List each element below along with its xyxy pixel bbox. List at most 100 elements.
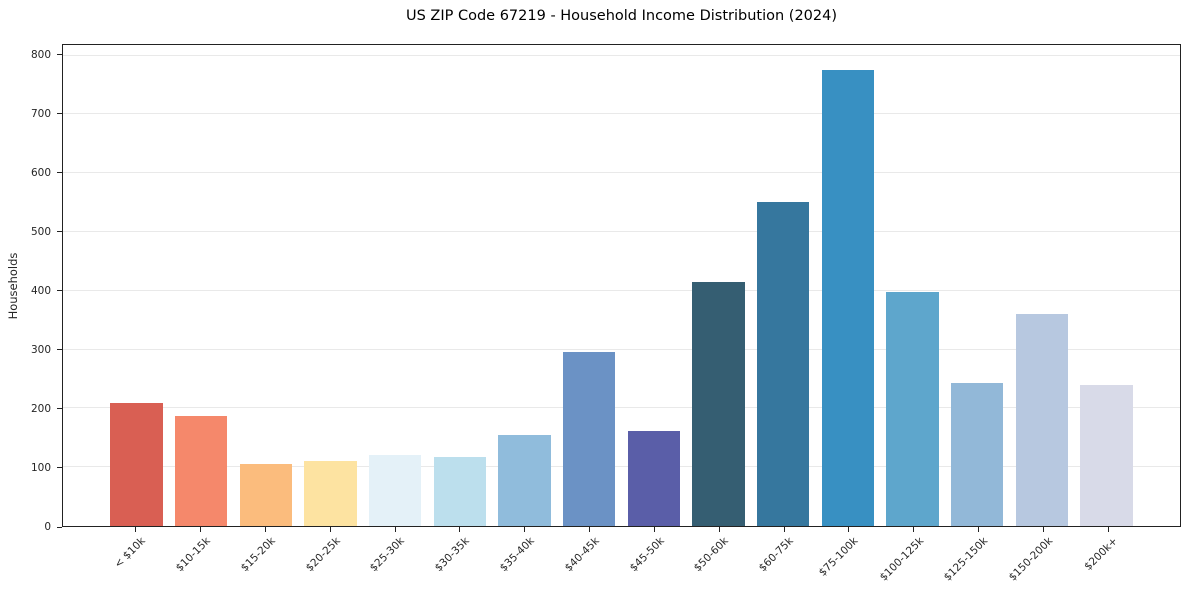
x-tick-mark [265, 527, 267, 532]
x-tick-mark [524, 527, 526, 532]
y-tick-label: 800 [30, 48, 51, 61]
x-tick-label: < $10k [112, 535, 148, 571]
x-tick-label: $50-60k [692, 535, 732, 575]
y-tick-label: 400 [30, 284, 51, 297]
x-tick-label: $10-15k [173, 535, 213, 575]
bar-< $10k [110, 402, 163, 526]
gridline [63, 289, 1180, 291]
bar-slot [169, 45, 234, 526]
bar-slot [1074, 45, 1139, 526]
bar-$35-40k [498, 435, 551, 526]
x-slot: $45-50k [622, 527, 687, 589]
x-slot: $150-200k [1006, 527, 1075, 589]
bar-slot [622, 45, 687, 526]
bar-$75-100k [821, 69, 875, 526]
x-tick-label: $30-35k [432, 535, 472, 575]
bar-$15-20k [239, 464, 292, 526]
gridline [63, 172, 1180, 174]
x-tick-mark [718, 527, 720, 532]
y-tick-mark [57, 172, 62, 174]
gridlines [63, 45, 1180, 526]
x-slot: $40-45k [557, 527, 622, 589]
x-tick-mark [848, 527, 850, 532]
bar-slot [233, 45, 298, 526]
y-tick-mark [57, 526, 62, 528]
x-tick-label: $25-30k [368, 535, 408, 575]
bar-slot [945, 45, 1010, 526]
bar-$200k+ [1080, 385, 1133, 526]
x-tick-label: $100-125k [877, 535, 926, 584]
bar-$45-50k [627, 430, 681, 526]
gridline [63, 466, 1180, 468]
gridline [63, 113, 1180, 115]
y-tick-mark [57, 290, 62, 292]
gridline [63, 348, 1180, 350]
y-tick-label: 500 [30, 225, 51, 238]
x-tick-mark [394, 527, 396, 532]
y-tick-mark [57, 231, 62, 233]
x-tick-label: $35-40k [497, 535, 537, 575]
y-tick-mark [57, 408, 62, 410]
y-tick-mark [57, 349, 62, 351]
x-tick-mark [1107, 527, 1109, 532]
bar-slot [427, 45, 492, 526]
y-tick-label: 100 [30, 461, 51, 474]
x-slot: < $10k [103, 527, 168, 589]
x-tick-label: $75-100k [817, 535, 861, 579]
y-tick-label: 300 [30, 343, 51, 356]
bar-slot [557, 45, 622, 526]
y-tick-mark [57, 467, 62, 469]
x-slot: $75-100k [816, 527, 881, 589]
x-slot: $15-20k [233, 527, 298, 589]
bar-slot [880, 45, 945, 526]
x-tick-label: $15-20k [238, 535, 278, 575]
x-slot: $20-25k [297, 527, 362, 589]
y-tick-label: 600 [30, 166, 51, 179]
bar-$50-60k [692, 281, 745, 526]
y-axis: 0 100 200 300 400 500 600 700 800 [0, 44, 62, 533]
bar-slot [492, 45, 557, 526]
x-slot: $50-60k [686, 527, 751, 589]
bar-$150-200k [1015, 314, 1069, 526]
x-slot: $30-35k [427, 527, 492, 589]
x-tick-mark [977, 527, 979, 532]
x-tick-label: $200k+ [1082, 535, 1121, 573]
x-tick-mark [783, 527, 785, 532]
bar-$10-15k [174, 416, 228, 526]
y-tick-label: 0 [44, 521, 51, 533]
x-tick-label: $45-50k [627, 535, 667, 575]
bar-slot [816, 45, 881, 526]
bar-$30-35k [433, 457, 486, 526]
x-tick-label: $125-150k [941, 535, 991, 584]
x-tick-mark [135, 527, 137, 532]
bar-slot [298, 45, 363, 526]
bar-$100-125k [886, 291, 939, 526]
bar-$60-75k [757, 202, 810, 526]
gridline [63, 54, 1180, 56]
y-tick-mark [57, 113, 62, 115]
bar-slot [686, 45, 751, 526]
x-tick-label: $150-200k [1006, 535, 1056, 584]
x-tick-label: $40-45k [562, 535, 602, 575]
x-slot: $200k+ [1075, 527, 1140, 589]
x-tick-label: $20-25k [303, 535, 343, 575]
bar-slot [751, 45, 816, 526]
chart-title: US ZIP Code 67219 - Household Income Dis… [405, 8, 838, 24]
bar-slot [1010, 45, 1075, 526]
gridline [63, 407, 1180, 409]
x-axis: < $10k $10-15k $15-20k $20-25k $25-30k $30-35… [103, 527, 1140, 589]
bar-$125-150k [951, 382, 1004, 526]
x-slot: $10-15k [168, 527, 233, 589]
plot-area [62, 44, 1181, 527]
x-slot: $35-40k [492, 527, 557, 589]
gridline [63, 231, 1180, 232]
y-tick-label: 200 [30, 402, 51, 415]
bar-$25-30k [368, 454, 422, 526]
y-tick-mark [57, 54, 62, 56]
x-tick-label: $60-75k [756, 535, 797, 575]
x-slot: $100-125k [877, 527, 946, 589]
x-tick-mark [329, 527, 331, 532]
bar-$40-45k [562, 351, 616, 526]
x-tick-mark [1042, 527, 1044, 532]
